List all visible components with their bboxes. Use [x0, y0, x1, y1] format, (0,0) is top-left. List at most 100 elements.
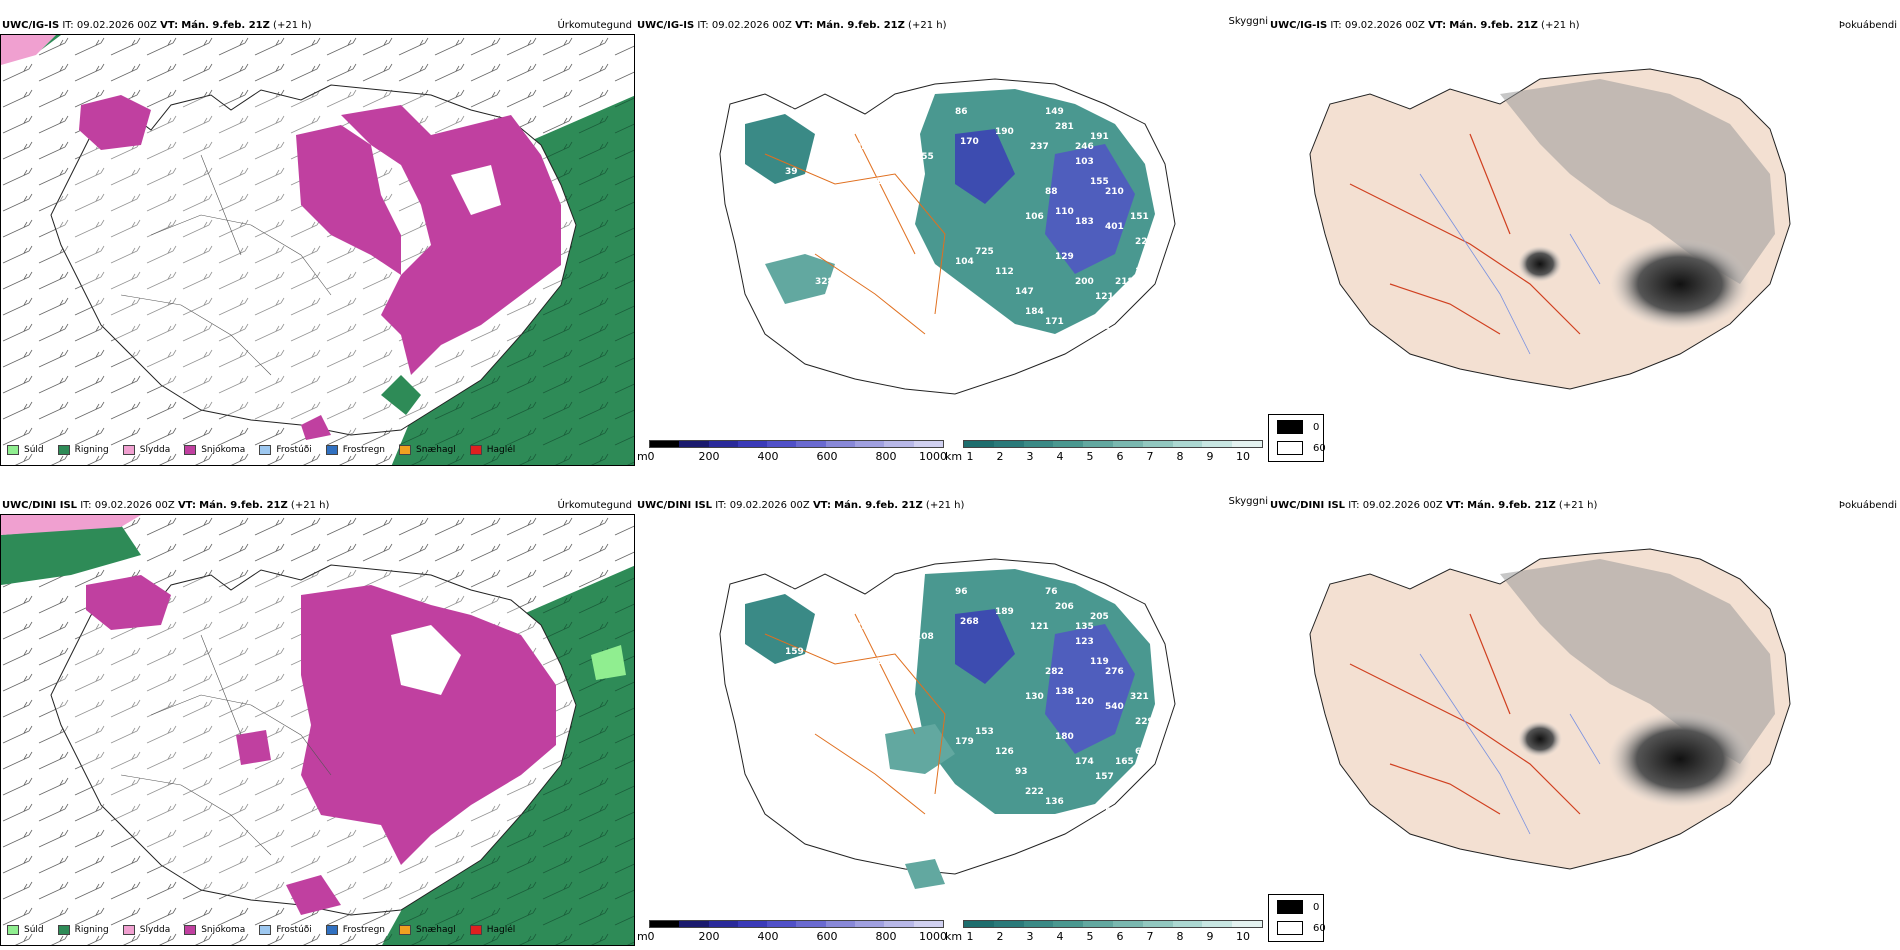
colorbar-tick: 600 — [816, 450, 838, 463]
cloudbase-value-label: 157 — [1095, 772, 1114, 782]
colorbar-tick: 8 — [1176, 930, 1184, 943]
cloudbase-value-label: 88 — [1045, 187, 1058, 197]
fog-title: Þokuábendi — [1838, 20, 1897, 31]
precip-map: Súld Rigning Slydda Snjókoma Frostúði Fr… — [0, 34, 635, 466]
cloudbase-value-label: 281 — [1055, 122, 1074, 132]
colorbar-tick: 7 — [1146, 930, 1154, 943]
cloudbase-value-label: 183 — [1075, 217, 1094, 227]
cloudbase-value-label: 149 — [1045, 107, 1064, 117]
cloudbase-value-label: 216 — [745, 102, 764, 112]
colorbar-tick: 10 — [1236, 930, 1250, 943]
cloudbase-value-label: 540 — [1105, 702, 1124, 712]
cloudbase-value-label: 87 — [730, 132, 743, 142]
colorbar-tick: 6 — [1116, 450, 1124, 463]
cloudbase-value-label: 103 — [1075, 157, 1094, 167]
cloudbase-value-label: 121 — [1095, 292, 1114, 302]
cloudbase-value-label: 243 — [985, 347, 1004, 357]
panel-header: UWC/DINI ISL IT: 09.02.2026 00Z VT: Mán.… — [1270, 500, 1598, 511]
snow-area-north — [296, 125, 401, 275]
cloudbase-value-label: 284 — [1145, 777, 1164, 787]
precip-panel: UWC/DINI ISL IT: 09.02.2026 00Z VT: Mán.… — [0, 494, 635, 946]
cloudbase-value-label: 163 — [775, 587, 794, 597]
fog-area — [1608, 711, 1752, 807]
colorbar-tick: 7 — [1146, 450, 1154, 463]
colorbar-unit: km — [945, 450, 963, 463]
cloudbase-value-label: 888 — [935, 407, 954, 417]
cloudbase-value-label: 328 — [815, 277, 834, 287]
cloudbase-map: 216 103 87 39 105 131 92 225 113 155 86 170 190 237 14… — [719, 78, 1176, 417]
cloudbase-value-label: 112 — [995, 267, 1014, 277]
colorbar-tick: 9 — [1206, 450, 1214, 463]
colorbar-strip — [963, 440, 1263, 448]
cloudbase-value-label: 106 — [1025, 212, 1044, 222]
panel-header: UWC/IG-IS IT: 09.02.2026 00Z VT: Mán. 9.… — [637, 20, 947, 31]
cloudbase-value-label: 103 — [775, 107, 794, 117]
cloudbase-value-label: 110 — [1055, 207, 1074, 217]
cloudbase-value-label: 210 — [1105, 187, 1124, 197]
colorbar-tick: 200 — [698, 930, 720, 943]
cloudbase-value-label: 229 — [1135, 717, 1154, 727]
colorbar-tick: 1000 — [919, 450, 947, 463]
cloudbase-value-label: 147 — [1015, 287, 1034, 297]
cloudbase-value-label: 138 — [1055, 687, 1074, 697]
legend-item: Snæhagl — [399, 445, 456, 455]
cloudbase-value-label: 165 — [1115, 757, 1134, 767]
panel-header: UWC/IG-IS IT: 09.02.2026 00Z VT: Mán. 9.… — [1270, 20, 1580, 31]
fog-legend-row: 0 — [1277, 420, 1319, 434]
legend-item: Snjókoma — [184, 445, 245, 455]
cloudbase-value-label: 209 — [745, 582, 764, 592]
cloudbase-value-label: 321 — [1130, 692, 1149, 702]
cloudbase-value-label: 225 — [880, 147, 899, 157]
precip-map-svg — [1, 515, 634, 945]
colorbar-tick: 800 — [875, 450, 897, 463]
panel-header: UWC/DINI ISL IT: 09.02.2026 00Z VT: Mán.… — [637, 500, 965, 511]
colorbar-tick: 3 — [1026, 930, 1034, 943]
colorbar-tick: 4 — [1056, 450, 1064, 463]
colorbar-strip — [649, 440, 944, 448]
cloudbase-value-label: 97 — [1145, 297, 1158, 307]
cloudbase-value-label: 538 — [1035, 347, 1054, 357]
precip-panel: UWC/IG-IS IT: 09.02.2026 00Z VT: Mán. 9.… — [0, 14, 635, 466]
legend-item: Súld — [7, 925, 44, 935]
cloudbase-value-label: 155 — [1090, 177, 1109, 187]
cloudbase-value-label: 97 — [840, 597, 853, 607]
visibility-colorbar: km 1 2 3 4 5 6 7 8 9 10 — [945, 440, 1265, 470]
cloudbase-value-label: 282 — [1045, 667, 1064, 677]
cloudbase-value-label: 105 — [770, 202, 789, 212]
fog-legend-row: 0 — [1277, 900, 1319, 914]
cloudbase-value-label: 205 — [1090, 612, 1109, 622]
cloudbase-value-label: 135 — [1075, 622, 1094, 632]
cloudbase-value-label: 170 — [960, 137, 979, 147]
vis-title: Skyggni — [1228, 16, 1268, 27]
cloudbase-value-label: 534 — [1035, 827, 1054, 837]
legend-item: Snjókoma — [184, 925, 245, 935]
cloudbase-map: 209 163 98 159 132 97 239 102 137 108 96 268 189 121 7… — [719, 558, 1176, 897]
cloudbase-value-label: 538 — [1105, 807, 1124, 817]
cloudbase-value-label: 268 — [960, 617, 979, 627]
cloudbase-value-label: 239 — [855, 622, 874, 632]
precip-legend: Súld Rigning Slydda Snjókoma Frostúði Fr… — [7, 445, 515, 455]
precip-title: Úrkomutegund — [557, 20, 632, 31]
cloudbase-value-label: 218 — [1115, 277, 1134, 287]
fog-panel: UWC/DINI ISL IT: 09.02.2026 00Z VT: Mán.… — [1270, 494, 1900, 946]
cloudbase-value-label: 121 — [1030, 622, 1049, 632]
fog-legend-row: 60 — [1277, 441, 1326, 455]
snow-area-westfjords — [86, 575, 171, 630]
colorbar-tick: 200 — [698, 450, 720, 463]
legend-item: Frostúði — [259, 925, 312, 935]
colorbar-tick: 2 — [996, 930, 1004, 943]
cloudbase-value-label: 190 — [995, 127, 1014, 137]
colorbar-tick: 800 — [875, 930, 897, 943]
cloudbase-value-label: 131 — [840, 117, 859, 127]
legend-item: Frostúði — [259, 445, 312, 455]
colorbar-tick: 1 — [966, 930, 974, 943]
colorbar-tick: 6 — [1116, 930, 1124, 943]
colorbar-tick: 3 — [1026, 450, 1034, 463]
cloudbase-value-label: 119 — [1090, 657, 1109, 667]
cloudbase-value-label: 184 — [1025, 307, 1044, 317]
cloudbase-value-label: 130 — [1025, 692, 1044, 702]
colorbar-tick: 5 — [1086, 450, 1094, 463]
cloudbase-value-label: 98 — [730, 612, 743, 622]
cloudbase-value-label: 151 — [1130, 212, 1149, 222]
colorbar-tick: 9 — [1206, 930, 1214, 943]
